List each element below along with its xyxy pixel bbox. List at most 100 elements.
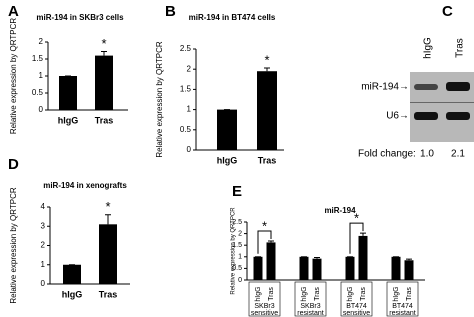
panel-letter: A (8, 3, 19, 20)
y-tick-label: 3 (41, 221, 46, 230)
lane-label: hIgG (423, 37, 434, 59)
y-tick-label: 2 (41, 241, 46, 250)
blot-band (414, 84, 438, 90)
group-label: resistant (297, 310, 324, 317)
x-tick-label: Tras (360, 287, 367, 301)
panel-letter: C (442, 3, 453, 20)
y-tick-label: 2.5 (180, 44, 192, 53)
y-tick-label: 1 (187, 105, 192, 114)
x-tick-label: Tras (268, 287, 275, 301)
bar (404, 260, 414, 280)
fold-change: 1.0 (420, 149, 434, 160)
blot-band (446, 112, 470, 120)
fold-change-label: Fold change: (358, 149, 416, 160)
panel-letter: E (232, 183, 242, 200)
chart-title: miR-194 in xenografts (43, 181, 127, 190)
error-bar (360, 232, 366, 236)
group-box (340, 281, 373, 317)
x-tick-label: Tras (99, 289, 118, 299)
x-tick-label: hIgG (217, 155, 238, 165)
x-tick-label: hIgG (393, 286, 400, 301)
y-tick-label: 0 (187, 145, 192, 154)
significance-mark: * (264, 52, 269, 67)
x-tick-label: hIgG (58, 115, 79, 125)
group-label: BT474 (346, 303, 367, 310)
significance-mark: * (105, 199, 110, 214)
x-tick-label: Tras (95, 115, 114, 125)
significance-mark: * (262, 218, 267, 233)
y-tick-label: 1 (39, 71, 44, 80)
blot-divider (410, 102, 474, 103)
bar (217, 109, 237, 150)
significance-bracket (349, 222, 364, 254)
y-tick-label: 0 (41, 279, 46, 288)
y-tick-label: 0.5 (180, 125, 192, 134)
y-tick-label: 1.5 (32, 54, 44, 63)
group-box (386, 281, 419, 317)
error-bar (406, 258, 412, 261)
panel-letter: D (8, 156, 19, 173)
error-bar (264, 67, 270, 72)
error-bar (105, 214, 111, 225)
y-tick-label: 0.5 (32, 88, 44, 97)
blot-band (446, 82, 470, 91)
bar (257, 71, 277, 150)
group-label: SKBr3 (254, 303, 274, 310)
x-tick-label: Tras (314, 287, 321, 301)
bar (95, 55, 113, 110)
bar (358, 235, 368, 280)
band-label: U6→ (386, 111, 409, 122)
bar (63, 264, 81, 284)
y-tick-label: 2 (39, 37, 44, 46)
fold-change: 2.1 (451, 149, 465, 160)
error-bar (101, 51, 107, 56)
y-axis-label: Relative expression by QRTPCR (231, 207, 237, 295)
chart-title: miR-194 (324, 206, 356, 215)
y-tick-label: 2 (187, 64, 192, 73)
panel-letter: B (165, 3, 176, 20)
bar (59, 76, 77, 110)
significance-bracket (257, 230, 272, 254)
group-box (294, 281, 327, 317)
x-tick-label: hIgG (255, 286, 262, 301)
bar (299, 256, 309, 280)
group-label: sensitive (343, 310, 370, 317)
y-tick-label: 0 (238, 277, 242, 284)
y-tick-label: 1.5 (232, 242, 242, 249)
x-tick-label: Tras (406, 287, 413, 301)
y-axis-label: Relative expression by QRTPCR (155, 41, 164, 158)
x-tick-label: hIgG (62, 289, 83, 299)
group-label: BT474 (392, 303, 413, 310)
error-bar (314, 256, 320, 259)
bar (99, 224, 117, 284)
y-tick-label: 1 (41, 260, 46, 269)
bar (345, 256, 355, 280)
y-tick-label: 4 (41, 202, 46, 211)
x-tick-label: hIgG (347, 286, 354, 301)
y-tick-label: 1 (238, 254, 242, 261)
bar (312, 258, 322, 280)
bar (391, 256, 401, 280)
x-tick-label: Tras (258, 155, 277, 165)
group-box (248, 281, 281, 317)
group-label: sensitive (251, 310, 278, 317)
error-bar (268, 240, 274, 243)
y-tick-label: 0.5 (232, 265, 242, 272)
y-tick-label: 0 (39, 105, 44, 114)
group-label: resistant (389, 310, 416, 317)
significance-mark: * (354, 211, 359, 226)
lane-label: Tras (455, 38, 466, 58)
y-tick-label: 2 (238, 230, 242, 237)
y-tick-label: 1.5 (180, 85, 192, 94)
x-tick-label: hIgG (301, 286, 308, 301)
group-label: SKBr3 (300, 303, 320, 310)
y-tick-label: 2.5 (232, 219, 242, 226)
y-axis-label: Relative expression by QRTPCR (9, 18, 18, 135)
bar (253, 256, 263, 280)
y-axis-label: Relative expression by QRTPCR (9, 187, 18, 304)
significance-mark: * (101, 36, 106, 51)
chart-title: miR-194 in SKBr3 cells (36, 13, 124, 22)
bar (266, 242, 276, 280)
blot-band (414, 112, 438, 120)
